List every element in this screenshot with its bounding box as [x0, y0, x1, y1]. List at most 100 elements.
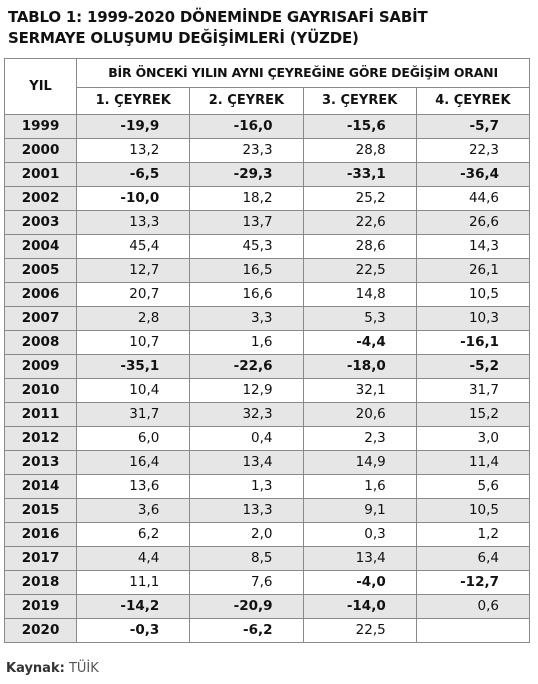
value-cell: 2,3 [302, 426, 417, 451]
year-cell: 2013 [3, 450, 78, 475]
value-cell: -22,6 [189, 354, 304, 379]
value-cell: -35,1 [76, 354, 191, 379]
value-cell: 6,0 [76, 426, 191, 451]
value-cell: 14,9 [302, 450, 417, 475]
group-column-header: BİR ÖNCEKİ YILIN AYNI ÇEYREĞİNE GÖRE DEĞ… [76, 58, 530, 88]
table-row: 2020 -0,3 -6,2 22,5 [3, 618, 531, 643]
table-row: 2002 -10,0 18,2 25,2 44,6 [3, 186, 531, 211]
year-column-header: YIL [3, 58, 78, 115]
value-cell: 22,5 [302, 618, 417, 643]
value-cell: 1,6 [189, 330, 304, 355]
value-cell [415, 618, 531, 643]
value-cell: 16,6 [189, 282, 304, 307]
source-note: Kaynak: TÜİK [6, 661, 99, 676]
value-cell: 45,4 [76, 234, 191, 259]
value-cell: 13,4 [302, 546, 417, 571]
value-cell: -4,4 [302, 330, 417, 355]
value-cell: 6,4 [415, 546, 531, 571]
value-cell: 3,3 [189, 306, 304, 331]
value-cell: 22,3 [415, 138, 531, 163]
year-cell: 2009 [3, 354, 78, 379]
year-cell: 2008 [3, 330, 78, 355]
value-cell: 44,6 [415, 186, 531, 211]
value-cell: 22,5 [302, 258, 417, 283]
quarter-header: 1. ÇEYREK [76, 87, 191, 115]
year-cell: 2006 [3, 282, 78, 307]
table-row: 1999 -19,9 -16,0 -15,6 -5,7 [3, 114, 531, 139]
value-cell: 15,2 [415, 402, 531, 427]
value-cell: -6,5 [76, 162, 191, 187]
value-cell: 10,3 [415, 306, 531, 331]
value-cell: -16,1 [415, 330, 531, 355]
value-cell: 32,1 [302, 378, 417, 403]
value-cell: 13,3 [189, 498, 304, 523]
value-cell: -20,9 [189, 594, 304, 619]
year-cell: 2003 [3, 210, 78, 235]
year-cell: 2010 [3, 378, 78, 403]
table-title: TABLO 1: 1999-2020 DÖNEMİNDE GAYRISAFİ S… [8, 7, 528, 49]
value-cell: 32,3 [189, 402, 304, 427]
table-body: 1999 -19,9 -16,0 -15,6 -5,7 2000 13,2 23,3 28,8 2… [3, 114, 531, 643]
table-row: 2000 13,2 23,3 28,8 22,3 [3, 138, 531, 163]
value-cell: -5,2 [415, 354, 531, 379]
table-row: 2004 45,4 45,3 28,6 14,3 [3, 234, 531, 259]
value-cell: -33,1 [302, 162, 417, 187]
value-cell: -6,2 [189, 618, 304, 643]
value-cell: 9,1 [302, 498, 417, 523]
value-cell: 12,9 [189, 378, 304, 403]
value-cell: 31,7 [415, 378, 531, 403]
value-cell: 13,2 [76, 138, 191, 163]
value-cell: 10,5 [415, 282, 531, 307]
value-cell: -4,0 [302, 570, 417, 595]
table-row: 2010 10,4 12,9 32,1 31,7 [3, 378, 531, 403]
value-cell: -14,0 [302, 594, 417, 619]
value-cell: -14,2 [76, 594, 191, 619]
value-cell: 13,3 [76, 210, 191, 235]
table-row: 2008 10,7 1,6 -4,4 -16,1 [3, 330, 531, 355]
value-cell: 20,7 [76, 282, 191, 307]
value-cell: 10,4 [76, 378, 191, 403]
value-cell: 18,2 [189, 186, 304, 211]
value-cell: 1,6 [302, 474, 417, 499]
value-cell: 11,1 [76, 570, 191, 595]
table-row: 2018 11,1 7,6 -4,0 -12,7 [3, 570, 531, 595]
table-row: 2005 12,7 16,5 22,5 26,1 [3, 258, 531, 283]
year-cell: 2019 [3, 594, 78, 619]
value-cell: 5,3 [302, 306, 417, 331]
table-row: 2015 3,6 13,3 9,1 10,5 [3, 498, 531, 523]
year-cell: 2014 [3, 474, 78, 499]
value-cell: -12,7 [415, 570, 531, 595]
value-cell: 2,8 [76, 306, 191, 331]
title-line-1: TABLO 1: 1999-2020 DÖNEMİNDE GAYRISAFİ S… [8, 8, 428, 26]
value-cell: 12,7 [76, 258, 191, 283]
table-row: 2014 13,6 1,3 1,6 5,6 [3, 474, 531, 499]
year-cell: 2007 [3, 306, 78, 331]
value-cell: 20,6 [302, 402, 417, 427]
data-table: YIL BİR ÖNCEKİ YILIN AYNI ÇEYREĞİNE GÖRE… [3, 58, 531, 643]
value-cell: 5,6 [415, 474, 531, 499]
value-cell: 16,4 [76, 450, 191, 475]
value-cell: -5,7 [415, 114, 531, 139]
value-cell: 10,5 [415, 498, 531, 523]
value-cell: -29,3 [189, 162, 304, 187]
quarter-header: 2. ÇEYREK [189, 87, 304, 115]
table-row: 2009 -35,1 -22,6 -18,0 -5,2 [3, 354, 531, 379]
value-cell: 3,0 [415, 426, 531, 451]
table-row: 2019 -14,2 -20,9 -14,0 0,6 [3, 594, 531, 619]
source-label: Kaynak: [6, 661, 65, 676]
value-cell: 7,6 [189, 570, 304, 595]
table-row: 2007 2,8 3,3 5,3 10,3 [3, 306, 531, 331]
value-cell: 1,3 [189, 474, 304, 499]
table-row: 2001 -6,5 -29,3 -33,1 -36,4 [3, 162, 531, 187]
value-cell: 13,7 [189, 210, 304, 235]
year-cell: 2011 [3, 402, 78, 427]
table-row: 2013 16,4 13,4 14,9 11,4 [3, 450, 531, 475]
value-cell: 6,2 [76, 522, 191, 547]
value-cell: 11,4 [415, 450, 531, 475]
table-row: 2016 6,2 2,0 0,3 1,2 [3, 522, 531, 547]
value-cell: -36,4 [415, 162, 531, 187]
year-cell: 2002 [3, 186, 78, 211]
year-cell: 2001 [3, 162, 78, 187]
value-cell: 14,3 [415, 234, 531, 259]
value-cell: 13,6 [76, 474, 191, 499]
